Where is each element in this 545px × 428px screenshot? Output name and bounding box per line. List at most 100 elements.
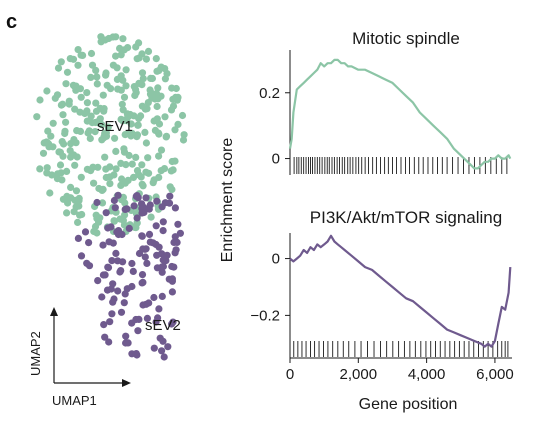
umap-point-sev1 [36, 96, 44, 104]
umap-point-sev1 [88, 61, 97, 69]
umap-point-sev1 [33, 113, 41, 121]
umap-point-sev1 [110, 171, 118, 179]
umap-point-sev2 [134, 194, 142, 202]
umap-point-sev2 [122, 332, 130, 340]
cluster-label-sev1: sEV1 [97, 118, 133, 135]
umap-point-sev2 [134, 327, 142, 335]
umap-point-sev1 [122, 82, 130, 90]
umap-point-sev1 [48, 171, 56, 179]
umap-point-sev1 [83, 99, 91, 107]
umap-point-sev1 [104, 123, 112, 131]
umap-point-sev2 [125, 224, 133, 232]
panel-letter: c [6, 11, 17, 33]
umap-point-sev1 [102, 69, 110, 77]
umap-point-sev2 [120, 299, 128, 307]
umap-point-sev2 [171, 204, 179, 212]
umap-point-sev1 [46, 189, 54, 197]
umap-point-sev1 [99, 91, 107, 99]
umap-point-sev2 [85, 239, 93, 247]
umap-point-sev1 [147, 213, 155, 221]
x-tick-label: 0 [286, 366, 294, 383]
umap-point-sev2 [139, 278, 147, 286]
umap-point-sev1 [166, 183, 174, 191]
umap-point-sev1 [142, 168, 150, 176]
umap-point-sev2 [153, 197, 161, 205]
umap-point-sev1 [151, 95, 159, 103]
umap-point-sev2 [121, 290, 129, 298]
umap-point-sev2 [77, 252, 86, 260]
umap-point-sev1 [81, 109, 89, 118]
umap-point-sev2 [85, 262, 94, 270]
umap-point-sev1 [128, 160, 136, 168]
x-tick-label: 6,000 [476, 366, 514, 383]
y-tick-label: −0.2 [250, 307, 280, 324]
umap-point-sev1 [47, 132, 55, 140]
umap-point-sev1 [152, 55, 160, 63]
umap-point-sev1 [62, 118, 70, 126]
umap-point-sev1 [160, 165, 169, 173]
umap-point-sev2 [130, 202, 138, 210]
umap-point-sev1 [66, 147, 74, 155]
umap-point-sev1 [75, 197, 83, 205]
umap-point-sev1 [163, 70, 171, 78]
umap-point-sev1 [171, 126, 179, 134]
umap-point-sev1 [86, 134, 94, 143]
umap-point-sev1 [74, 218, 82, 226]
umap-point-sev2 [158, 263, 166, 271]
umap-point-sev2 [159, 337, 167, 345]
umap-point-sev2 [99, 271, 107, 279]
umap-point-sev1 [169, 166, 177, 174]
umap-point-sev1 [133, 167, 142, 175]
umap-point-sev1 [43, 87, 51, 95]
umap-point-sev1 [124, 112, 132, 120]
umap-point-sev2 [114, 227, 123, 235]
umap-point-sev2 [154, 314, 162, 322]
umap-point-sev2 [150, 344, 158, 352]
umap-point-sev2 [155, 305, 163, 313]
umap-points [33, 33, 188, 361]
umap-point-sev1 [155, 130, 163, 138]
umap-point-sev1 [96, 115, 104, 123]
umap-point-sev1 [134, 121, 142, 129]
umap-point-sev2 [101, 333, 109, 341]
umap-point-sev1 [54, 64, 63, 72]
enrichment-score-label: Enrichment score [219, 138, 236, 263]
umap-point-sev2 [138, 209, 146, 217]
umap-point-sev1 [132, 224, 140, 232]
umap-point-sev1 [73, 127, 81, 135]
umap-point-sev1 [129, 173, 138, 181]
umap-point-sev2 [143, 314, 151, 322]
umap-point-sev2 [150, 293, 158, 302]
umap-point-sev1 [180, 131, 188, 139]
umap1-label: UMAP1 [52, 393, 97, 408]
umap-point-sev1 [121, 211, 129, 219]
umap-point-sev1 [139, 182, 147, 190]
umap-point-sev1 [60, 140, 68, 148]
umap-point-sev1 [93, 80, 101, 88]
umap-point-sev1 [144, 154, 152, 162]
umap-point-sev2 [158, 203, 166, 211]
umap-point-sev1 [153, 89, 161, 98]
umap-point-sev1 [157, 146, 166, 154]
umap-point-sev1 [83, 89, 91, 97]
umap-point-sev1 [174, 120, 182, 128]
umap-point-sev1 [153, 102, 161, 111]
y-tick-label: 0 [272, 251, 280, 268]
umap-point-sev2 [168, 262, 176, 271]
umap-point-sev1 [67, 183, 75, 191]
umap-point-sev2 [109, 298, 117, 306]
umap-point-sev2 [132, 315, 140, 324]
umap-point-sev1 [83, 117, 91, 125]
umap-point-sev1 [57, 169, 65, 177]
umap-point-sev1 [120, 93, 129, 101]
umap-point-sev2 [168, 277, 176, 285]
umap-point-sev2 [112, 249, 120, 257]
umap-point-sev2 [143, 259, 151, 267]
umap-point-sev1 [144, 47, 153, 56]
umap-point-sev2 [158, 268, 166, 276]
umap-point-sev1 [77, 173, 85, 181]
umap-point-sev2 [99, 241, 107, 249]
umap-point-sev1 [121, 199, 129, 207]
umap-point-sev1 [133, 55, 141, 63]
umap-point-sev1 [110, 217, 118, 225]
